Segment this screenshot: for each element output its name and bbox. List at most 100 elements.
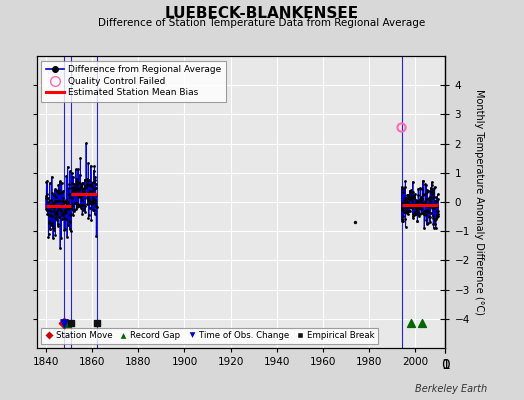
- Point: [70, 184, 79, 190]
- Point: [62, 320, 71, 326]
- Point: [91, 210, 99, 217]
- Point: [77, 184, 85, 191]
- Point: [67, 202, 75, 208]
- Point: [414, 185, 422, 192]
- Point: [407, 187, 416, 194]
- Point: [399, 196, 408, 203]
- Point: [414, 202, 423, 208]
- Point: [79, 207, 88, 213]
- Point: [412, 199, 421, 206]
- Point: [53, 198, 61, 204]
- Point: [71, 187, 79, 194]
- Point: [425, 196, 434, 202]
- Point: [56, 204, 64, 210]
- Point: [85, 190, 94, 196]
- Point: [407, 202, 416, 208]
- Point: [404, 211, 412, 217]
- Point: [69, 188, 78, 194]
- Point: [431, 217, 439, 224]
- Point: [65, 190, 73, 197]
- Point: [54, 204, 63, 211]
- Point: [424, 214, 433, 220]
- Point: [426, 198, 434, 204]
- Point: [433, 214, 441, 220]
- Point: [73, 178, 82, 184]
- Point: [411, 197, 420, 204]
- Legend: Station Move, Record Gap, Time of Obs. Change, Empirical Break: Station Move, Record Gap, Time of Obs. C…: [41, 328, 378, 344]
- Point: [428, 204, 436, 211]
- Point: [424, 202, 432, 208]
- Point: [430, 205, 438, 211]
- Point: [403, 208, 411, 215]
- Point: [53, 211, 62, 217]
- Point: [50, 227, 59, 233]
- Point: [412, 211, 420, 217]
- Point: [402, 207, 411, 214]
- Point: [79, 179, 87, 186]
- Point: [416, 203, 424, 209]
- Point: [90, 163, 99, 169]
- Point: [57, 198, 66, 204]
- Point: [48, 223, 57, 229]
- Point: [74, 194, 82, 200]
- Point: [82, 184, 90, 190]
- Point: [53, 206, 62, 212]
- Point: [401, 184, 409, 190]
- Point: [89, 195, 97, 202]
- Point: [403, 198, 412, 205]
- Point: [400, 208, 408, 215]
- Point: [400, 201, 408, 207]
- Point: [80, 186, 89, 192]
- Point: [51, 198, 60, 204]
- Point: [80, 190, 88, 196]
- Point: [407, 193, 415, 199]
- Point: [422, 212, 430, 218]
- Point: [408, 198, 416, 204]
- Point: [73, 185, 82, 192]
- Point: [74, 200, 83, 207]
- Point: [88, 201, 96, 208]
- Point: [87, 162, 95, 169]
- Point: [434, 210, 442, 217]
- Point: [69, 174, 77, 180]
- Point: [49, 200, 57, 206]
- Point: [406, 188, 414, 194]
- Point: [45, 198, 53, 204]
- Point: [397, 124, 406, 131]
- Point: [83, 195, 91, 201]
- Point: [406, 204, 414, 210]
- Text: Berkeley Earth: Berkeley Earth: [415, 384, 487, 394]
- Point: [45, 231, 53, 237]
- Point: [48, 174, 56, 180]
- Point: [42, 179, 51, 185]
- Point: [86, 188, 94, 194]
- Point: [70, 207, 78, 213]
- Point: [410, 202, 419, 208]
- Point: [426, 188, 434, 194]
- Point: [425, 194, 434, 200]
- Point: [78, 196, 86, 203]
- Point: [72, 206, 81, 213]
- Point: [86, 190, 95, 196]
- Point: [91, 197, 99, 203]
- Point: [426, 219, 434, 225]
- Point: [68, 203, 76, 209]
- Point: [399, 213, 408, 219]
- Point: [411, 209, 419, 216]
- Point: [427, 200, 435, 207]
- Point: [88, 199, 96, 206]
- Point: [400, 206, 409, 212]
- Point: [66, 168, 74, 174]
- Point: [61, 226, 69, 232]
- Point: [413, 204, 422, 210]
- Point: [61, 203, 69, 210]
- Point: [403, 198, 411, 204]
- Point: [433, 213, 442, 219]
- Point: [425, 214, 434, 220]
- Point: [433, 191, 442, 198]
- Point: [416, 185, 424, 191]
- Point: [51, 232, 60, 238]
- Point: [78, 181, 86, 188]
- Point: [73, 176, 81, 182]
- Point: [49, 224, 58, 231]
